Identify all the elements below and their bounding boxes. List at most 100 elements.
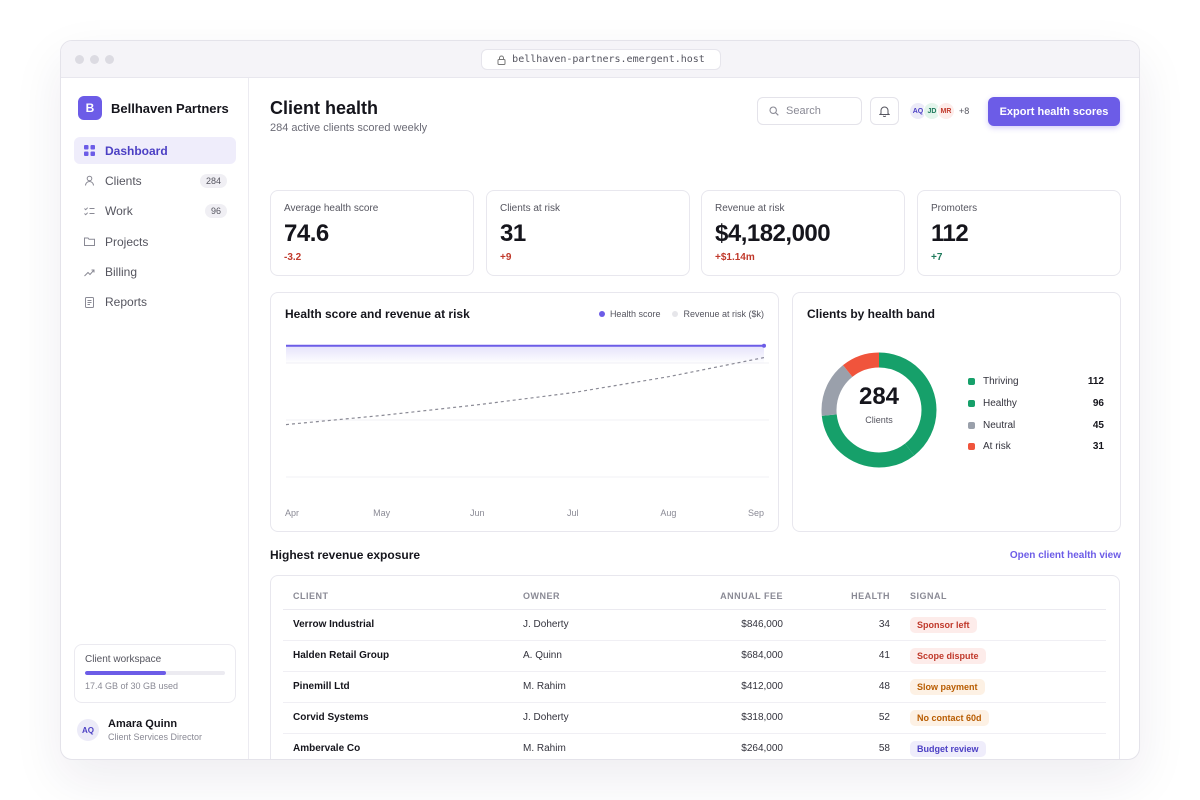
legend-label: Health score xyxy=(609,309,661,319)
table-row[interactable]: Pinemill Ltd M. Rahim $412,000 48 Slow payme… xyxy=(283,671,1106,703)
sidebar-item-clients[interactable]: Clients 284 xyxy=(74,167,236,194)
donut-slice-healthy[interactable] xyxy=(821,352,937,468)
annual-fee-cell: $412,000 xyxy=(673,671,793,703)
column-header[interactable]: HEALTH xyxy=(793,583,900,610)
window-dot-icon[interactable] xyxy=(105,55,114,64)
owner-cell: M. Rahim xyxy=(523,743,566,755)
legend-value: 96 xyxy=(1092,398,1104,410)
open-client-health-link[interactable]: Open client health view xyxy=(1009,550,1121,561)
checklist-icon xyxy=(83,205,95,217)
column-header[interactable]: CLIENT xyxy=(283,583,513,610)
signal-cell: Slow payment xyxy=(900,671,1106,703)
window-dot-icon[interactable] xyxy=(90,55,99,64)
kpi-delta: +7 xyxy=(931,252,943,263)
search-input[interactable]: Search xyxy=(757,97,862,125)
column-header[interactable]: OWNER xyxy=(513,583,673,610)
kpi-card-promoters: Promoters 112 +7 xyxy=(917,190,1121,276)
revenue-at-risk-line xyxy=(285,356,765,426)
chart-legend: Health score Revenue at risk ($k) xyxy=(598,309,764,319)
kpi-delta: +9 xyxy=(500,252,512,263)
sidebar-item-label: Billing xyxy=(105,265,138,280)
owner-cell: J. Doherty xyxy=(513,609,673,641)
kpi-label: Revenue at risk xyxy=(715,203,785,214)
chart-title: Health score and revenue at risk xyxy=(285,307,470,321)
client-name-cell: Corvid Systems xyxy=(283,702,513,734)
export-health-scores-button[interactable]: Export health scores xyxy=(988,97,1120,126)
legend-value: 31 xyxy=(1092,441,1104,453)
browser-window: bellhaven-partners.emergent.host B Bellh… xyxy=(60,40,1140,760)
legend-item-revenue-at-risk[interactable]: Revenue at risk ($k) xyxy=(672,309,764,319)
trend-icon xyxy=(83,266,95,278)
user-name: Amara Quinn xyxy=(108,718,178,730)
donut-center: 284 Clients xyxy=(833,383,925,425)
legend-label: At risk xyxy=(983,441,1011,453)
sidebar-item-billing[interactable]: Billing xyxy=(74,259,236,286)
brand[interactable]: B Bellhaven Partners xyxy=(78,96,229,120)
workspace-usage-card[interactable]: Client workspace 17.4 GB of 30 GB used xyxy=(74,644,236,703)
page-title: Client health xyxy=(270,98,379,118)
x-tick-label: May xyxy=(373,508,391,518)
health-score-cell: 48 xyxy=(793,671,900,703)
document-icon xyxy=(83,296,95,308)
browser-titlebar: bellhaven-partners.emergent.host xyxy=(61,41,1139,78)
line-chart-svg: Apr May Jun Jul Aug Sep xyxy=(285,343,769,518)
kpi-label: Clients at risk xyxy=(500,203,561,214)
signal-cell: Scope dispute xyxy=(900,640,1106,672)
sidebar-item-label: Projects xyxy=(105,234,149,249)
legend-value: 45 xyxy=(1092,419,1104,431)
client-name-cell: Pinemill Ltd xyxy=(283,671,513,703)
kpi-label: Average health score xyxy=(284,203,379,214)
health-revenue-chart-card: Health score and revenue at risk Health … xyxy=(270,292,779,532)
window-dot-icon[interactable] xyxy=(75,55,84,64)
health-score-cell: 41 xyxy=(793,640,900,672)
annual-fee-cell: $318,000 xyxy=(673,702,793,734)
sidebar-item-label: Clients xyxy=(105,173,142,188)
legend-dot-icon xyxy=(968,443,975,451)
legend-item-neutral[interactable]: Neutral 45 xyxy=(968,414,1104,436)
chart-title: Clients by health band xyxy=(807,307,936,321)
avatars-more-count: +8 xyxy=(959,106,970,116)
column-header[interactable]: SIGNAL xyxy=(900,583,1106,610)
signal-badge: Scope dispute xyxy=(910,647,986,664)
signal-badge: Sponsor left xyxy=(910,616,977,633)
notifications-button[interactable] xyxy=(870,97,899,125)
donut-slice-at-risk[interactable] xyxy=(821,352,937,468)
donut-center-value: 284 xyxy=(858,383,900,410)
exposure-table: CLIENT OWNER ANNUAL FEE HEALTH SIGNAL Ve… xyxy=(283,583,1106,759)
column-header[interactable]: ANNUAL FEE xyxy=(673,583,793,610)
address-bar[interactable]: bellhaven-partners.emergent.host xyxy=(481,49,721,70)
client-name-cell: Ambervale Co xyxy=(293,743,361,755)
user-profile[interactable]: AQ Amara Quinn Client Services Director xyxy=(77,718,202,742)
folder-icon xyxy=(83,236,95,248)
kpi-label: Promoters xyxy=(931,203,978,214)
signal-cell: Sponsor left xyxy=(900,609,1106,641)
legend-label: Healthy xyxy=(983,398,1017,410)
count-badge: 284 xyxy=(199,173,227,188)
kpi-card-average-health: Average health score 74.6 -3.2 xyxy=(270,190,474,276)
legend-item-health-score[interactable]: Health score xyxy=(598,309,661,319)
owner-cell: A. Quinn xyxy=(513,640,673,672)
legend-label: Revenue at risk ($k) xyxy=(683,309,764,319)
table-row[interactable]: Verrow Industrial J. Doherty $846,000 34 Spo… xyxy=(283,609,1106,641)
legend-item-at-risk[interactable]: At risk 31 xyxy=(968,436,1104,458)
team-avatars[interactable]: AQ JD MR +8 xyxy=(909,102,969,120)
sidebar-item-dashboard[interactable]: Dashboard xyxy=(74,137,236,164)
kpi-card-clients-at-risk: Clients at risk 31 +9 xyxy=(486,190,690,276)
table-row[interactable]: Ambervale Co M. Rahim $264,000 58 Budget rev… xyxy=(283,733,1106,759)
kpi-value: 74.6 xyxy=(284,220,329,247)
legend-item-healthy[interactable]: Healthy 96 xyxy=(968,393,1104,415)
table-row[interactable]: Corvid Systems J. Doherty $318,000 52 No con… xyxy=(283,702,1106,734)
table-row[interactable]: Halden Retail Group A. Quinn $684,000 41 Sco… xyxy=(283,640,1106,672)
sidebar-item-work[interactable]: Work 96 xyxy=(74,198,236,225)
sidebar-item-reports[interactable]: Reports xyxy=(74,289,236,316)
kpi-value: 112 xyxy=(931,220,969,247)
sidebar-nav: Dashboard Clients 284 Work 96 P xyxy=(74,137,236,319)
donut-slice-neutral[interactable] xyxy=(821,352,937,468)
sidebar-item-projects[interactable]: Projects xyxy=(74,228,236,255)
health-band-legend: Thriving 112 Healthy 96 Neutral 45 At ri… xyxy=(968,371,1104,458)
legend-item-thriving[interactable]: Thriving 112 xyxy=(968,371,1104,393)
signal-badge: No contact 60d xyxy=(910,709,989,726)
sidebar: B Bellhaven Partners Dashboard Clients 2… xyxy=(61,78,249,759)
annual-fee-cell: $846,000 xyxy=(673,609,793,641)
health-band-chart-card: Clients by health band 284 Clients Thriv… xyxy=(792,292,1121,532)
